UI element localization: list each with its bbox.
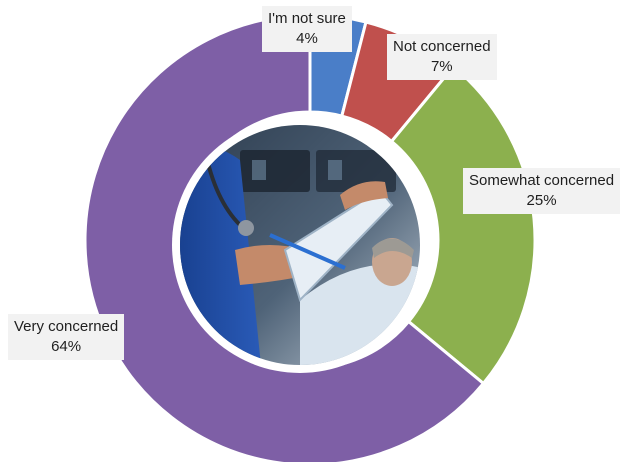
data-label-not-concerned: Not concerned 7% (387, 34, 497, 80)
data-label-category: Somewhat concerned (469, 172, 615, 189)
data-label-category: Not concerned (393, 38, 491, 55)
data-label-very-concerned: Very concerned 64% (8, 314, 125, 360)
data-label-somewhat-concerned: Somewhat concerned 25% (463, 168, 621, 214)
data-label-value: 7% (430, 58, 453, 75)
center-photo (172, 117, 428, 373)
slice-somewhat-concerned (389, 64, 537, 386)
data-label-value: 64% (51, 338, 82, 355)
data-label-value: 4% (296, 30, 318, 47)
data-label-category: I'm not sure (268, 10, 346, 27)
data-label-i-m-not-sure: I'm not sure 4% (262, 6, 352, 52)
data-label-category: Very concerned (14, 318, 119, 335)
data-label-value: 25% (526, 192, 557, 209)
